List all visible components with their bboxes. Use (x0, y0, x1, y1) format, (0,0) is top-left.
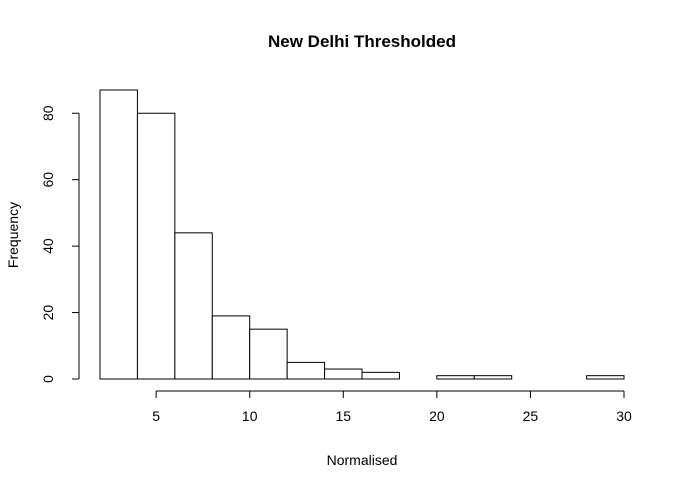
y-tick-label-40: 40 (40, 238, 56, 254)
histogram-bar-5 (286, 361, 326, 380)
histogram-bars (99, 89, 625, 380)
x-tick-label-30: 30 (616, 408, 632, 424)
x-tick-label-10: 10 (242, 408, 258, 424)
y-tick-label-0: 0 (40, 375, 56, 383)
histogram-bar-13 (586, 375, 625, 380)
x-axis: 5 10 15 20 25 30 (152, 390, 632, 424)
y-tick-label-60: 60 (40, 172, 56, 188)
histogram-bar-2 (174, 232, 213, 380)
histogram-bar-7 (361, 371, 400, 380)
y-tick-label-80: 80 (40, 105, 56, 121)
histogram-bar-10 (473, 375, 513, 380)
histogram-bar-6 (324, 368, 363, 380)
y-axis: 0 20 40 60 80 (40, 105, 80, 383)
histogram-bar-4 (249, 328, 288, 380)
histogram-bar-9 (436, 375, 475, 380)
x-tick-label-5: 5 (152, 408, 160, 424)
chart-title: New Delhi Thresholded (268, 32, 456, 51)
x-tick-label-25: 25 (523, 408, 539, 424)
histogram-bar-0 (99, 89, 138, 380)
x-tick-label-15: 15 (335, 408, 351, 424)
y-tick-label-20: 20 (40, 305, 56, 321)
y-axis-label: Frequency (5, 202, 21, 268)
histogram-bar-3 (211, 315, 251, 380)
histogram-bar-1 (136, 112, 176, 380)
x-tick-label-20: 20 (429, 408, 445, 424)
x-axis-label: Normalised (327, 452, 398, 468)
